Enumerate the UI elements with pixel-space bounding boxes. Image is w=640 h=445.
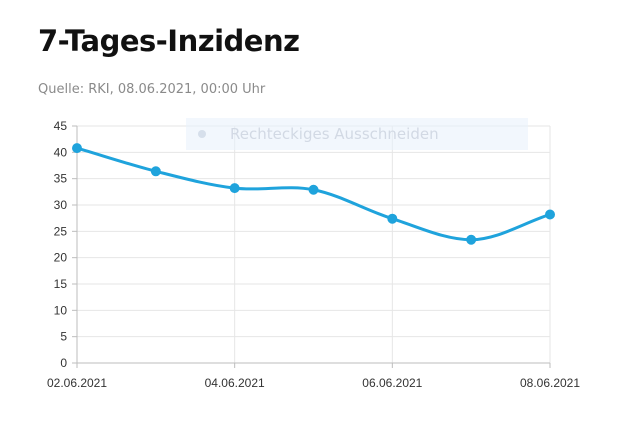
axes (72, 125, 551, 368)
y-tick-label: 35 (54, 172, 68, 186)
overlay-dot-icon (198, 130, 206, 138)
x-tick-label: 08.06.2021 (520, 376, 580, 390)
grid-lines (76, 125, 551, 364)
data-point[interactable] (229, 183, 240, 194)
y-tick-label: 40 (54, 145, 68, 159)
data-point[interactable] (545, 209, 555, 220)
x-tick-label: 06.06.2021 (362, 376, 422, 390)
y-axis-ticks: 0 5 10 15 20 25 30 35 40 45 (54, 119, 68, 370)
overlay-label: Rechteckiges Ausschneiden (230, 125, 439, 143)
y-tick-label: 5 (60, 330, 67, 344)
data-point[interactable] (150, 166, 161, 177)
chart-source: Quelle: RKI, 08.06.2021, 00:00 Uhr (38, 82, 266, 97)
y-tick-label: 25 (54, 224, 68, 238)
data-point[interactable] (466, 234, 477, 245)
series-layer (72, 143, 555, 245)
data-point[interactable] (387, 213, 398, 224)
x-tick-label: 04.06.2021 (205, 376, 265, 390)
y-tick-label: 20 (54, 251, 68, 265)
y-tick-label: 10 (54, 303, 68, 317)
x-axis-ticks: 02.06.2021 04.06.2021 06.06.2021 08.06.2021 (47, 376, 580, 390)
snipping-overlay[interactable]: Rechteckiges Ausschneiden (186, 118, 528, 150)
data-point[interactable] (72, 143, 82, 154)
y-tick-label: 45 (54, 119, 68, 133)
chart-title: 7-Tages-Inzidenz (38, 24, 300, 58)
y-tick-label: 30 (54, 198, 68, 212)
x-tick-label: 02.06.2021 (47, 376, 107, 390)
data-point[interactable] (308, 184, 319, 195)
y-tick-label: 15 (54, 277, 68, 291)
y-tick-label: 0 (60, 356, 67, 370)
